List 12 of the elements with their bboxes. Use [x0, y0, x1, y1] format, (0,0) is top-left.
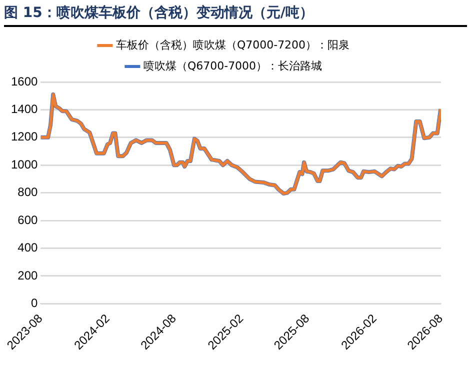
- chart-title: 图 15：喷吹煤车板价（含税）变动情况（元/吨）: [4, 4, 467, 27]
- y-tick-label: 400: [18, 240, 38, 255]
- legend-label: 喷吹煤（Q6700-7000）：长治路城: [143, 59, 322, 72]
- legend-label: 车板价（含税）喷吹煤（Q7000-7200）：阳泉: [116, 38, 350, 52]
- y-tick-label: 1400: [10, 102, 38, 116]
- y-tick-label: 600: [18, 212, 38, 227]
- y-tick-label: 1200: [10, 130, 38, 144]
- y-tick-label: 800: [18, 185, 38, 200]
- y-tick-label: 200: [18, 268, 38, 282]
- y-tick-label: 1000: [10, 157, 38, 172]
- y-tick-label: 0: [31, 296, 38, 310]
- y-tick-label: 1600: [10, 74, 38, 88]
